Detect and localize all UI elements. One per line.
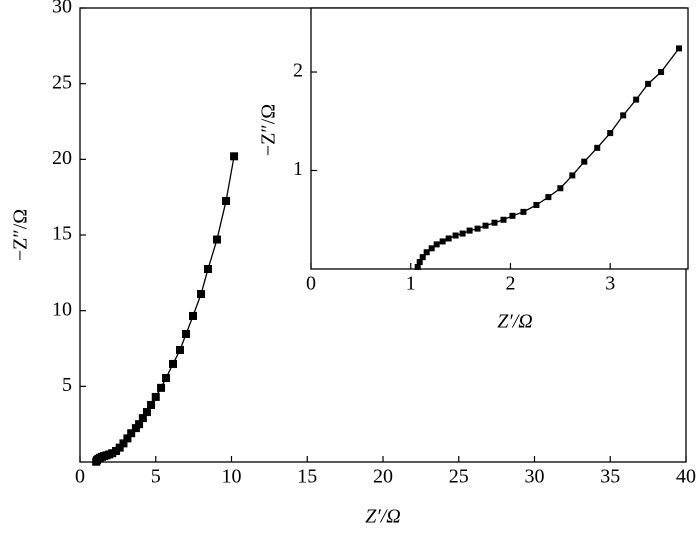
y-tick-label: 1 <box>293 158 303 180</box>
data-point <box>482 222 489 229</box>
data-point <box>607 130 614 137</box>
x-tick-label: 25 <box>449 466 469 488</box>
x-axis-label: Z′/Ω <box>365 506 401 528</box>
data-point <box>445 235 452 242</box>
y-tick-label: 30 <box>52 0 72 18</box>
x-tick-label: 0 <box>75 466 85 488</box>
data-point <box>439 238 446 245</box>
data-point <box>138 414 147 423</box>
x-tick-label: 20 <box>373 466 393 488</box>
x-tick-label: 10 <box>222 466 242 488</box>
data-point <box>428 245 435 252</box>
x-tick-label: 5 <box>151 466 161 488</box>
plot-frame <box>310 7 689 270</box>
data-point <box>169 359 178 368</box>
data-point <box>557 185 564 192</box>
data-point <box>197 290 206 299</box>
data-point <box>175 346 184 355</box>
data-point <box>500 216 507 223</box>
y-tick-label: 25 <box>52 71 72 93</box>
x-tick-label: 3 <box>605 273 615 295</box>
data-point <box>459 230 466 237</box>
data-point <box>222 196 231 205</box>
y-axis-label: −Z″/Ω <box>258 104 280 156</box>
data-point <box>230 152 239 161</box>
data-point <box>157 383 166 392</box>
data-point <box>182 329 191 338</box>
data-point <box>414 264 421 271</box>
data-point <box>119 439 128 448</box>
y-tick-label: 2 <box>293 60 303 82</box>
data-point <box>658 69 665 76</box>
y-axis-label: −Z″/Ω <box>10 209 32 261</box>
data-line <box>95 156 235 462</box>
data-point <box>142 408 151 417</box>
data-point <box>135 420 144 429</box>
x-tick-label: 0 <box>306 273 316 295</box>
data-point <box>127 429 136 438</box>
data-point <box>433 241 440 248</box>
x-tick-label: 1 <box>406 273 416 295</box>
x-tick-label: 15 <box>297 466 317 488</box>
data-point <box>151 392 160 401</box>
y-tick-label: 15 <box>52 223 72 245</box>
data-point <box>419 254 426 261</box>
data-point <box>545 194 552 201</box>
data-point <box>423 249 430 256</box>
x-tick-label: 2 <box>505 273 515 295</box>
x-tick-label: 35 <box>600 466 620 488</box>
y-tick-label: 5 <box>62 374 72 396</box>
data-point <box>491 219 498 226</box>
data-point <box>123 434 132 443</box>
x-axis-label: Z′/Ω <box>497 311 533 333</box>
data-point <box>474 225 481 232</box>
data-point <box>676 45 683 52</box>
data-point <box>594 144 601 151</box>
data-point <box>509 212 516 219</box>
data-point <box>147 400 156 409</box>
data-point <box>645 80 652 87</box>
x-tick-label: 40 <box>676 466 696 488</box>
data-point <box>581 158 588 165</box>
data-point <box>189 311 198 320</box>
y-tick-label: 20 <box>52 147 72 169</box>
data-point <box>115 443 124 452</box>
data-point <box>204 265 213 274</box>
data-point <box>162 374 171 383</box>
data-point <box>520 208 527 215</box>
data-point <box>416 259 423 266</box>
data-point <box>633 96 640 103</box>
x-tick-label: 30 <box>525 466 545 488</box>
data-point <box>533 201 540 208</box>
data-point <box>466 227 473 234</box>
inset-background <box>311 8 688 269</box>
y-tick-label: 10 <box>52 298 72 320</box>
data-point <box>620 112 627 119</box>
data-point <box>452 232 459 239</box>
data-point <box>569 172 576 179</box>
data-point <box>212 235 221 244</box>
